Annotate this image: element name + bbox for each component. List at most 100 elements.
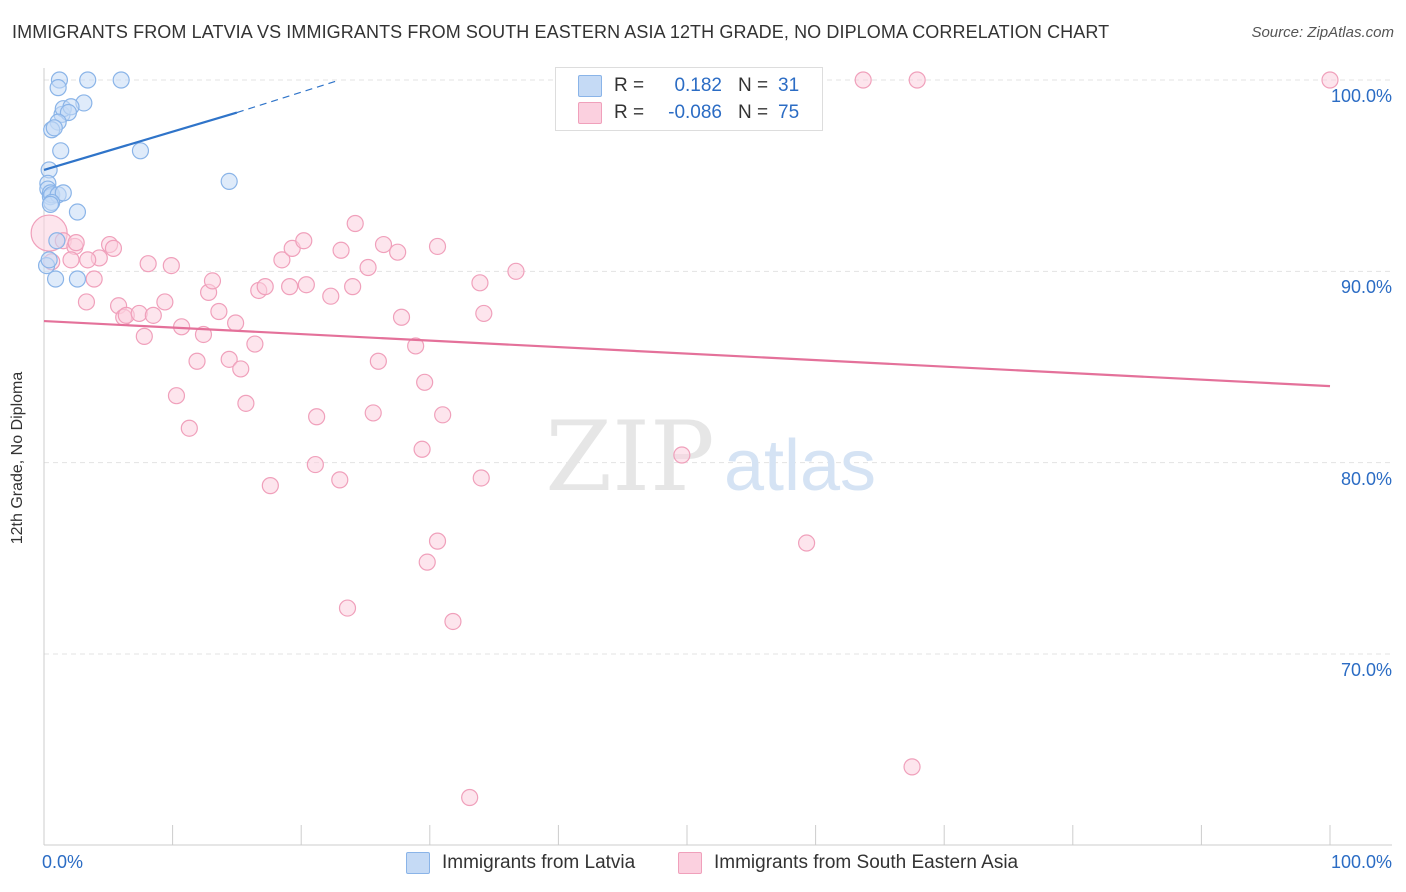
south-eastern-asia-point — [472, 469, 490, 487]
latvia-trend-extension — [236, 79, 340, 114]
r-label: R = — [614, 75, 645, 96]
south-eastern-asia-point — [79, 251, 97, 269]
south-eastern-asia-point — [369, 352, 387, 370]
south-eastern-asia-point — [167, 387, 186, 405]
south-eastern-asia-point — [346, 214, 364, 233]
south-eastern-asia-point — [392, 308, 411, 326]
south-eastern-asia-point — [104, 239, 123, 257]
south-eastern-asia-point — [67, 234, 85, 252]
south-eastern-asia-point — [297, 276, 315, 294]
south-eastern-asia-point — [903, 758, 921, 776]
south-eastern-asia-point — [180, 419, 198, 437]
south-eastern-asia-point — [232, 360, 250, 378]
south-eastern-asia-point — [306, 455, 324, 474]
south-eastern-asia-point — [428, 237, 447, 256]
south-eastern-asia-point — [344, 278, 362, 296]
watermark-atlas: atlas — [724, 426, 876, 506]
latvia-point — [52, 142, 70, 160]
r-label: R = — [614, 102, 645, 123]
south-eastern-asia-point — [359, 258, 377, 277]
south-eastern-asia-point — [374, 235, 393, 254]
x-tick-label-min: 0.0% — [42, 852, 84, 872]
south-eastern-asia-point — [418, 553, 436, 571]
south-eastern-asia-point — [203, 272, 222, 290]
south-eastern-asia-point — [389, 243, 407, 261]
south-eastern-asia-point — [227, 314, 245, 332]
south-eastern-asia-point — [331, 471, 349, 489]
south-eastern-asia-point — [139, 255, 157, 273]
legend-swatch-latvia — [406, 852, 430, 874]
south-eastern-asia-point — [407, 337, 425, 355]
y-tick-label-80: 80.0% — [1340, 468, 1392, 489]
south-eastern-asia-point — [194, 325, 213, 344]
south-eastern-asia-point — [471, 274, 489, 292]
legend-swatch-south-eastern-asia — [678, 852, 702, 874]
south-eastern-asia-point — [854, 71, 872, 89]
legend-label-south-eastern-asia: Immigrants from South Eastern Asia — [714, 852, 1019, 873]
south-eastern-asia-swatch — [578, 102, 602, 124]
south-eastern-asia-point — [188, 352, 206, 370]
legend-item-latvia[interactable]: Immigrants from Latvia — [406, 852, 635, 874]
latvia-point — [112, 71, 130, 89]
south-eastern-asia-point — [428, 532, 447, 550]
latvia-n-value: 31 — [778, 75, 800, 96]
stats-row-latvia: R = 0.182 N = 31 — [578, 73, 799, 99]
south-eastern-asia-point — [413, 440, 431, 458]
south-eastern-asia-point — [364, 404, 382, 422]
south-eastern-asia-point — [144, 306, 162, 324]
legend-label-latvia: Immigrants from Latvia — [442, 852, 636, 873]
south-eastern-asia-point — [1321, 71, 1339, 89]
south-eastern-asia-point — [210, 302, 228, 321]
trend-lines — [43, 79, 1331, 388]
n-label: N = — [738, 102, 769, 123]
south-eastern-asia-point — [444, 612, 462, 631]
south-eastern-asia-trend-line — [43, 319, 1331, 388]
south-eastern-asia-r-value: -0.086 — [668, 102, 722, 123]
latvia-r-value: 0.182 — [674, 75, 722, 96]
y-tick-label-70: 70.0% — [1340, 660, 1392, 680]
south-eastern-asia-n-value: 75 — [778, 102, 800, 123]
south-eastern-asia-point — [237, 394, 255, 412]
latvia-point — [45, 119, 63, 137]
legend-item-south-eastern-asia[interactable]: Immigrants from South Eastern Asia — [678, 852, 1018, 874]
latvia-point — [131, 142, 150, 160]
latvia-trend-line — [43, 111, 238, 171]
series-legend: Immigrants from Latvia Immigrants from S… — [0, 852, 1406, 876]
south-eastern-asia-point — [273, 251, 291, 269]
latvia-point — [68, 270, 87, 288]
watermark: ZIP atlas — [545, 401, 876, 513]
south-eastern-asia-point — [322, 287, 340, 305]
latvia-point — [68, 203, 87, 221]
south-eastern-asia-point — [135, 327, 153, 345]
south-eastern-asia-point — [261, 477, 279, 495]
chart-title: IMMIGRANTS FROM LATVIA VS IMMIGRANTS FRO… — [12, 22, 1110, 42]
latvia-point — [48, 232, 66, 250]
x-tick-label-max: 100.0% — [1330, 852, 1392, 872]
south-eastern-asia-point — [62, 251, 80, 269]
latvia-point — [220, 172, 238, 191]
latvia-swatch — [578, 75, 602, 97]
south-eastern-asia-point — [77, 293, 96, 311]
south-eastern-asia-point — [475, 304, 493, 323]
south-eastern-asia-point — [281, 278, 299, 296]
south-eastern-asia-point — [156, 293, 174, 311]
latvia-point — [40, 251, 58, 269]
source-credit: Source: ZipAtlas.com — [1251, 24, 1394, 41]
latvia-point — [46, 270, 65, 288]
axes — [43, 68, 1392, 846]
latvia-point — [79, 71, 97, 89]
south-eastern-asia-point — [673, 446, 691, 464]
y-tick-label-90: 90.0% — [1340, 277, 1392, 298]
south-eastern-asia-point — [461, 788, 479, 807]
series-latvia-points — [37, 71, 238, 288]
latvia-point — [41, 195, 60, 213]
south-eastern-asia-point — [246, 335, 264, 353]
south-eastern-asia-point — [908, 71, 926, 89]
south-eastern-asia-point — [130, 304, 148, 323]
stats-row-south-eastern-asia: R = -0.086 N = 75 — [578, 100, 799, 126]
south-eastern-asia-point — [434, 406, 452, 424]
south-eastern-asia-point — [220, 350, 238, 368]
south-eastern-asia-point — [162, 256, 180, 275]
latvia-point — [49, 79, 67, 97]
